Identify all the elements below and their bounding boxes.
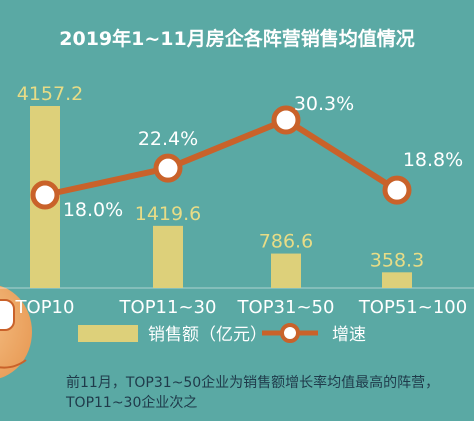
x-tick-label-4: TOP51~100 <box>358 297 467 318</box>
bar-value-label-1: 4157.2 <box>17 83 83 105</box>
growth-value-label-3: 30.3% <box>294 93 354 115</box>
legend-bar-swatch <box>78 325 138 342</box>
x-tick-label-1: TOP10 <box>15 297 75 318</box>
growth-value-label-1: 18.0% <box>63 199 123 221</box>
bar-4 <box>382 272 412 288</box>
x-tick-label-2: TOP11~30 <box>119 297 217 318</box>
x-axis-ticks: TOP10 TOP11~30 TOP31~50 TOP51~100 <box>15 297 468 318</box>
legend-line-label: 增速 <box>332 325 366 345</box>
hand-illustration <box>0 285 32 379</box>
growth-point-3 <box>271 105 301 135</box>
value-labels: 4157.2 1419.6 786.6 358.3 18.0% 22.4% 30.3% 18.… <box>17 83 463 271</box>
growth-value-label-4: 18.8% <box>403 149 463 171</box>
chart-title: 2019年1~11月房企各阵营销售均值情况 <box>59 27 414 50</box>
bar-value-label-4: 358.3 <box>370 249 424 271</box>
bar-3 <box>271 253 301 288</box>
growth-point-2 <box>153 153 183 183</box>
bar-series <box>30 106 412 288</box>
bar-value-label-3: 786.6 <box>259 231 313 253</box>
legend: 销售额（亿元） 增速 <box>78 323 366 345</box>
bar-value-label-2: 1419.6 <box>135 203 201 225</box>
x-tick-label-3: TOP31~50 <box>237 297 335 318</box>
growth-value-label-2: 22.4% <box>138 128 198 150</box>
growth-series <box>30 105 412 210</box>
legend-bar-label: 销售额（亿元） <box>148 325 267 345</box>
growth-line <box>44 117 399 198</box>
growth-point-4 <box>382 175 412 205</box>
bar-2 <box>153 225 183 288</box>
legend-line-marker <box>280 323 300 343</box>
footnote: 前11月，TOP31~50企业为销售额增长率均值最高的阵营，TOP11~30企业… <box>66 375 440 411</box>
growth-point-1 <box>30 180 60 210</box>
